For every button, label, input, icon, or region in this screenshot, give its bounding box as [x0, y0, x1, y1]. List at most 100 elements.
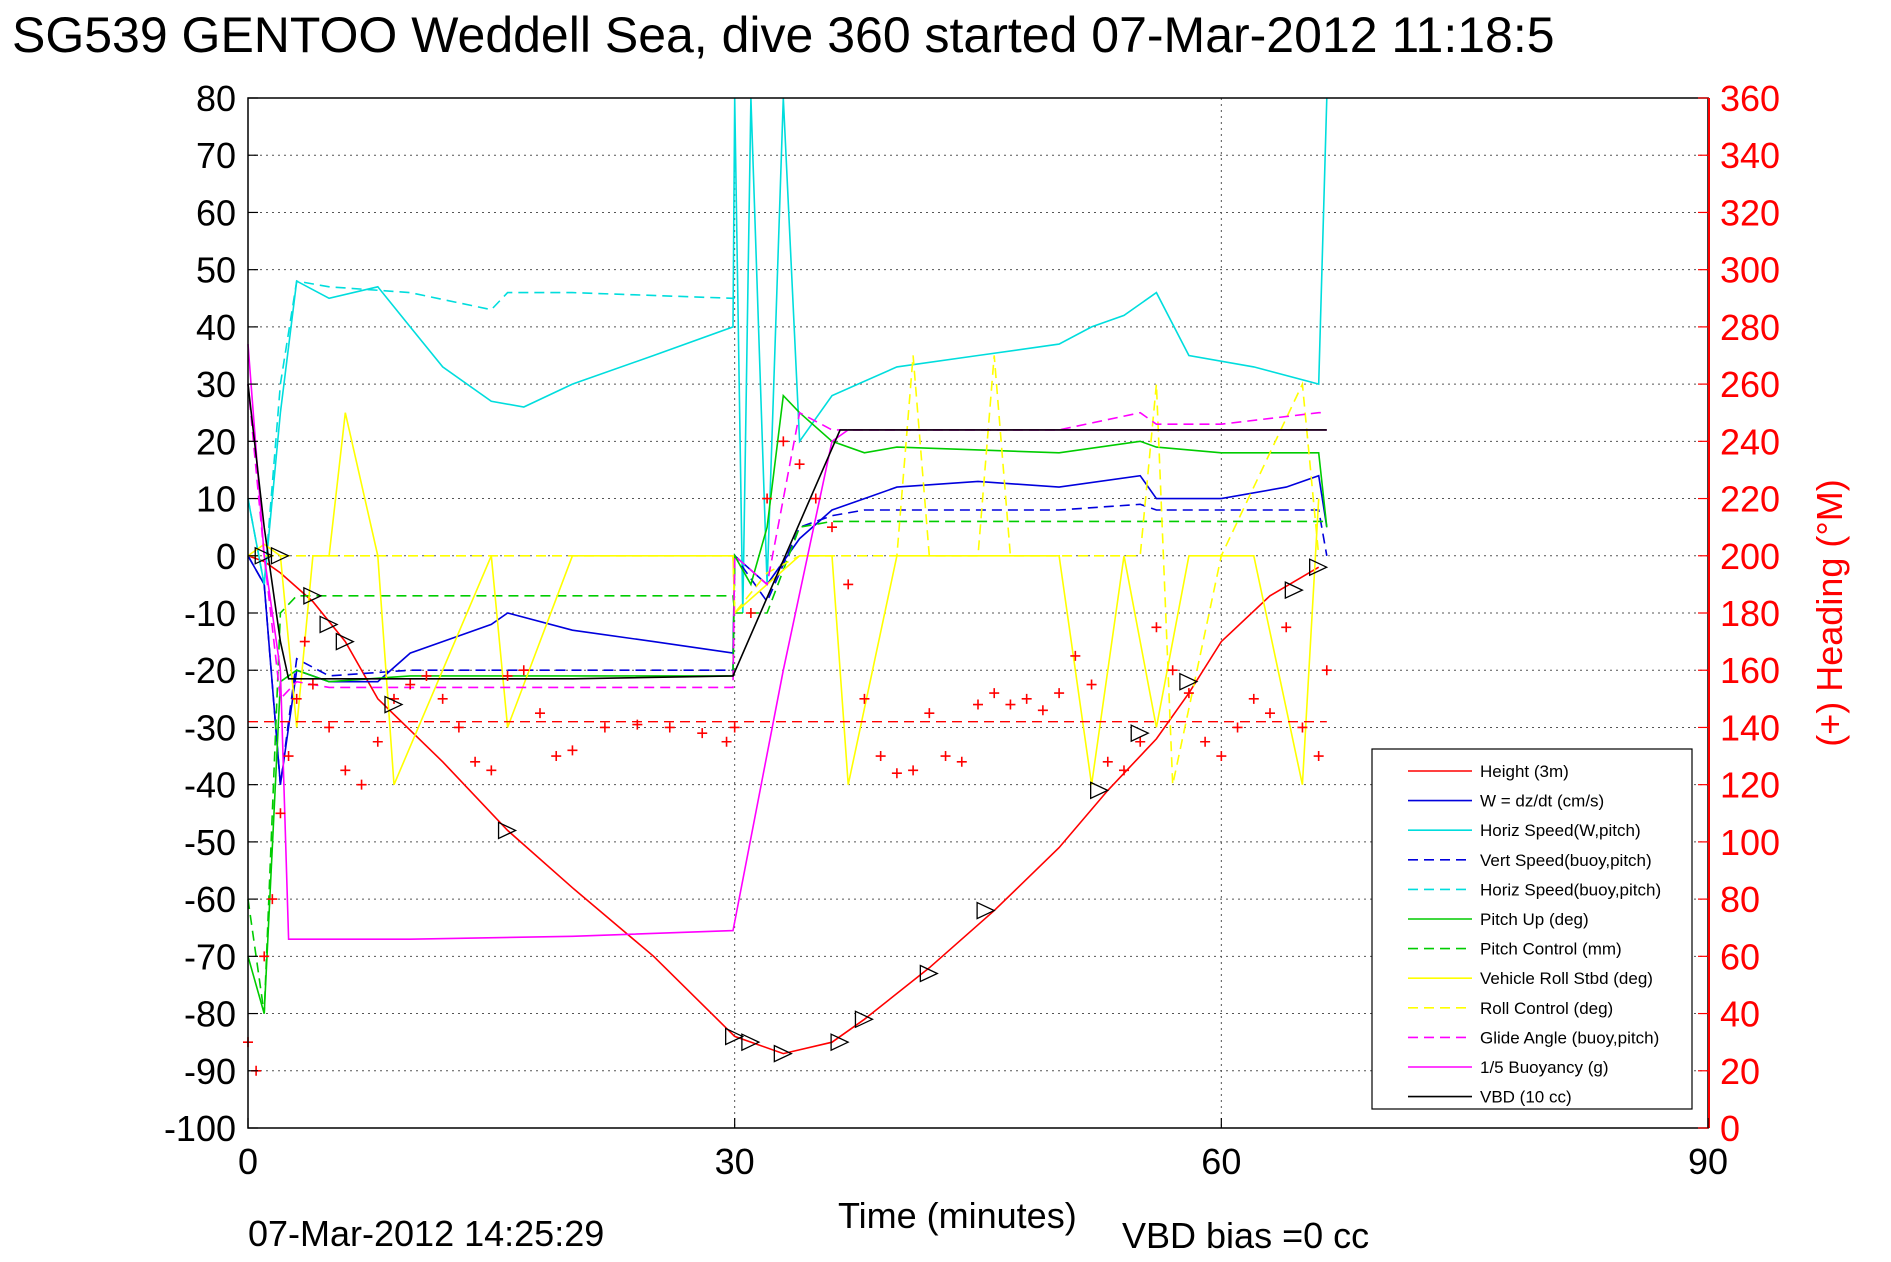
y-tick-label: -100 [164, 1108, 236, 1149]
heading-point [518, 665, 529, 676]
legend-label: Pitch Control (mm) [1480, 940, 1622, 959]
heading-point [940, 751, 951, 762]
heading-point [973, 699, 983, 710]
heading-point [1070, 650, 1081, 661]
footer-timestamp: 07-Mar-2012 14:25:29 [248, 1213, 604, 1254]
series-line-8 [248, 355, 1320, 785]
triangle-marker [773, 1044, 793, 1063]
heading-point [356, 779, 367, 790]
triangle-marker [1130, 724, 1150, 743]
triangle-marker [497, 821, 518, 840]
y-tick-label: -80 [184, 994, 236, 1035]
triangle-marker [919, 964, 939, 983]
y2-tick-label: 240 [1720, 421, 1780, 462]
heading-point [697, 728, 708, 739]
heading-point [1297, 722, 1308, 733]
y-tick-label: -10 [184, 593, 236, 634]
heading-point [762, 493, 773, 504]
heading-point [664, 722, 675, 733]
heading-point [745, 608, 756, 618]
x-axis-ticks: 0 30 60 90 [238, 1118, 1728, 1182]
legend-box [1371, 748, 1693, 1110]
heading-point [324, 722, 335, 733]
legend-label: Horiz Speed(W,pitch) [1480, 821, 1641, 840]
y2-tick-label: 180 [1720, 593, 1780, 634]
y2-tick-label: 40 [1720, 994, 1760, 1035]
legend-label: Vert Speed(buoy,pitch) [1480, 851, 1652, 870]
heading-point [1200, 736, 1211, 747]
triangle-marker [854, 1010, 874, 1029]
triangle-marker [741, 1033, 761, 1052]
right-axis-ticks: 3603403203002802602402202001801601401201… [1698, 78, 1780, 1149]
x-tick-label: 90 [1688, 1141, 1728, 1182]
heading-point [453, 722, 464, 733]
x-axis-label: Time (minutes) [838, 1195, 1077, 1236]
legend-label: Glide Angle (buoy,pitch) [1480, 1028, 1659, 1047]
x-tick-label: 60 [1201, 1141, 1241, 1182]
heading-point [632, 719, 643, 730]
heading-point [437, 693, 448, 704]
legend-label: W = dz/dt (cm/s) [1480, 792, 1604, 811]
heading-point [502, 670, 513, 681]
legend-label: Horiz Speed(buoy,pitch) [1480, 880, 1661, 899]
heading-point [1183, 688, 1194, 699]
heading-point [1265, 708, 1275, 719]
y2-tick-label: 200 [1720, 536, 1780, 577]
triangle-marker [1284, 581, 1304, 600]
heading-point [721, 736, 732, 747]
y-tick-label: 40 [196, 307, 236, 348]
heading-point [1021, 693, 1032, 704]
heading-point [567, 745, 578, 756]
y-tick-label: -20 [184, 650, 236, 691]
heading-point [843, 579, 854, 590]
y-tick-label: -40 [184, 765, 236, 806]
series-line-2 [247, 97, 1328, 614]
y2-tick-label: 300 [1720, 250, 1780, 291]
heading-markers [243, 436, 1332, 1076]
heading-point [421, 670, 432, 681]
y-tick-label: -50 [184, 822, 236, 863]
heading-point [891, 768, 902, 779]
legend-label: Vehicle Roll Stbd (deg) [1480, 969, 1653, 988]
y2-tick-label: 120 [1720, 765, 1780, 806]
heading-point [275, 808, 286, 819]
triangle-markers [254, 546, 1329, 1063]
heading-point [827, 522, 837, 533]
y-tick-label: 20 [196, 421, 236, 462]
y2-tick-label: 100 [1720, 822, 1780, 863]
heading-point [267, 894, 278, 905]
heading-point [875, 751, 886, 762]
y-tick-label: 50 [196, 250, 236, 291]
grid-lines [248, 98, 1708, 1128]
y2-tick-label: 320 [1720, 192, 1780, 233]
heading-point [810, 493, 821, 504]
heading-point [1119, 765, 1129, 776]
heading-point [859, 693, 870, 704]
footer-vbd-bias: VBD bias =0 cc [1122, 1215, 1369, 1256]
y2-tick-label: 260 [1720, 364, 1780, 405]
x-tick-label: 0 [238, 1141, 258, 1182]
heading-point [340, 765, 351, 776]
y2-tick-label: 0 [1720, 1108, 1740, 1149]
triangle-marker [1090, 781, 1110, 800]
heading-point [1054, 688, 1065, 699]
triangle-marker [319, 615, 339, 634]
y2-tick-label: 220 [1720, 479, 1780, 520]
heading-point [1216, 751, 1227, 762]
heading-point [372, 736, 383, 747]
y2-tick-label: 140 [1720, 707, 1780, 748]
heading-point [1313, 751, 1324, 762]
heading-point [1086, 679, 1097, 690]
heading-point [1248, 693, 1259, 704]
series-line-9 [247, 384, 1327, 701]
heading-point [1151, 622, 1162, 633]
series-line-5 [247, 393, 1328, 1014]
triangle-marker [1179, 672, 1199, 691]
y-tick-label: 80 [196, 78, 236, 119]
legend-label: 1/5 Buoyancy (g) [1480, 1058, 1609, 1077]
heading-point [405, 679, 416, 690]
triangle-marker [384, 695, 404, 714]
y-tick-label: -30 [184, 707, 236, 748]
heading-point [599, 722, 610, 733]
heading-point [1232, 722, 1243, 733]
